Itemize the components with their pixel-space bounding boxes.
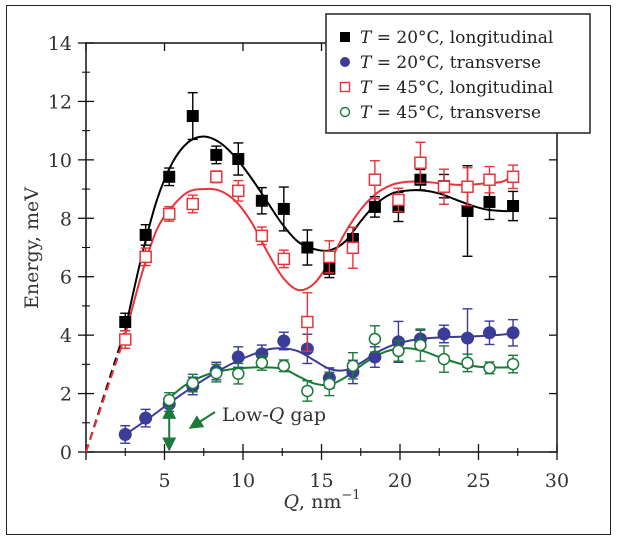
axes: 0 2 4 6 8 10 12 14 5 10 15 20 25 30	[48, 33, 569, 492]
extrapolation-line	[85, 328, 127, 453]
data-point	[323, 250, 336, 264]
data-point	[368, 200, 381, 213]
data-point	[461, 356, 474, 370]
data-point	[437, 327, 451, 341]
legend: T = 20°C, longitudinal T = 20°C, transver…	[325, 13, 591, 134]
data-point	[186, 376, 200, 390]
legend-marker	[339, 106, 351, 118]
y-tick-label: 4	[60, 325, 72, 347]
x-axis-unit: , nm	[299, 491, 341, 513]
y-tick-label: 10	[48, 150, 72, 172]
fit-curves	[85, 135, 514, 453]
data-point	[277, 359, 291, 373]
data-point	[323, 377, 336, 391]
x-tick-label: 5	[158, 470, 170, 492]
data-point	[437, 180, 451, 193]
data-point	[437, 352, 451, 366]
data-point	[255, 347, 269, 361]
data-point	[162, 393, 176, 407]
data-point	[414, 338, 427, 352]
data-point	[163, 170, 176, 183]
data-point	[507, 200, 520, 213]
data-point	[255, 356, 269, 370]
legend-marker	[339, 81, 351, 93]
data-point	[277, 334, 291, 348]
data-point	[483, 361, 496, 375]
data-point	[162, 207, 176, 221]
data-point	[119, 315, 132, 328]
y-axis-label: Energy, meV	[21, 187, 43, 309]
data-point	[346, 241, 360, 255]
data-point	[368, 173, 382, 186]
extrapolation-line	[85, 334, 127, 453]
annotation-text: Low-Q gap	[222, 404, 326, 426]
data-point	[461, 180, 474, 193]
data-point	[139, 250, 152, 264]
legend-entry-label: T = 20°C, longitudinal	[360, 28, 553, 48]
low-q-gap-annotation: Low-Q gap	[162, 404, 326, 452]
y-tick-label: 0	[60, 442, 72, 464]
data-point	[392, 193, 405, 207]
data-point	[210, 170, 223, 184]
legend-box	[325, 13, 591, 134]
data-points	[118, 91, 520, 444]
data-point	[232, 184, 245, 198]
data-point	[186, 110, 199, 123]
data-point	[255, 229, 269, 243]
legend-entry-label: T = 20°C, transverse	[360, 53, 541, 73]
data-point	[277, 202, 290, 215]
data-point	[210, 148, 223, 161]
y-tick-label: 2	[60, 384, 72, 406]
data-point	[482, 326, 496, 340]
data-point	[232, 367, 245, 380]
data-point	[506, 357, 520, 371]
data-point	[368, 350, 382, 364]
x-axis-label: Q, nm−1	[283, 488, 360, 513]
annotation-label: Low-Q gap	[222, 404, 326, 426]
legend-entry-label: T = 45°C, transverse	[360, 103, 541, 123]
data-point	[139, 228, 152, 241]
data-point	[232, 152, 245, 165]
data-point	[118, 427, 132, 441]
y-tick-label: 14	[48, 33, 72, 55]
legend-marker	[340, 57, 350, 67]
data-point	[210, 366, 223, 380]
data-point	[414, 156, 427, 170]
x-axis-unit-exponent: −1	[341, 488, 360, 503]
data-point	[506, 170, 520, 184]
data-point	[461, 331, 475, 345]
data-point	[255, 194, 268, 207]
legend-marker	[340, 32, 350, 42]
data-point	[506, 326, 520, 340]
x-tick-label: 30	[545, 470, 569, 492]
data-point	[139, 411, 153, 425]
data-point	[392, 344, 405, 358]
fit-curve	[124, 135, 514, 330]
data-point	[368, 332, 382, 346]
annotation-pointer-arrow	[188, 411, 216, 429]
y-tick-label: 6	[60, 267, 72, 289]
y-tick-label: 12	[48, 91, 72, 113]
data-point	[277, 252, 291, 266]
legend-entry-label: T = 45°C, longitudinal	[360, 78, 553, 98]
x-tick-label: 25	[466, 470, 490, 492]
data-point	[301, 384, 314, 398]
x-tick-label: 20	[388, 470, 412, 492]
data-point	[483, 173, 496, 186]
data-point	[231, 350, 245, 364]
data-point	[186, 197, 200, 211]
x-tick-label: 10	[231, 470, 255, 492]
data-point	[301, 315, 314, 329]
data-point	[346, 359, 360, 373]
figure-frame	[6, 5, 611, 535]
data-point	[461, 204, 474, 217]
fit-curve	[124, 175, 514, 336]
data-point	[301, 241, 314, 254]
y-tick-label: 8	[60, 208, 72, 230]
x-tick-label: 15	[309, 470, 333, 492]
data-point	[483, 195, 496, 208]
data-point	[119, 333, 132, 346]
